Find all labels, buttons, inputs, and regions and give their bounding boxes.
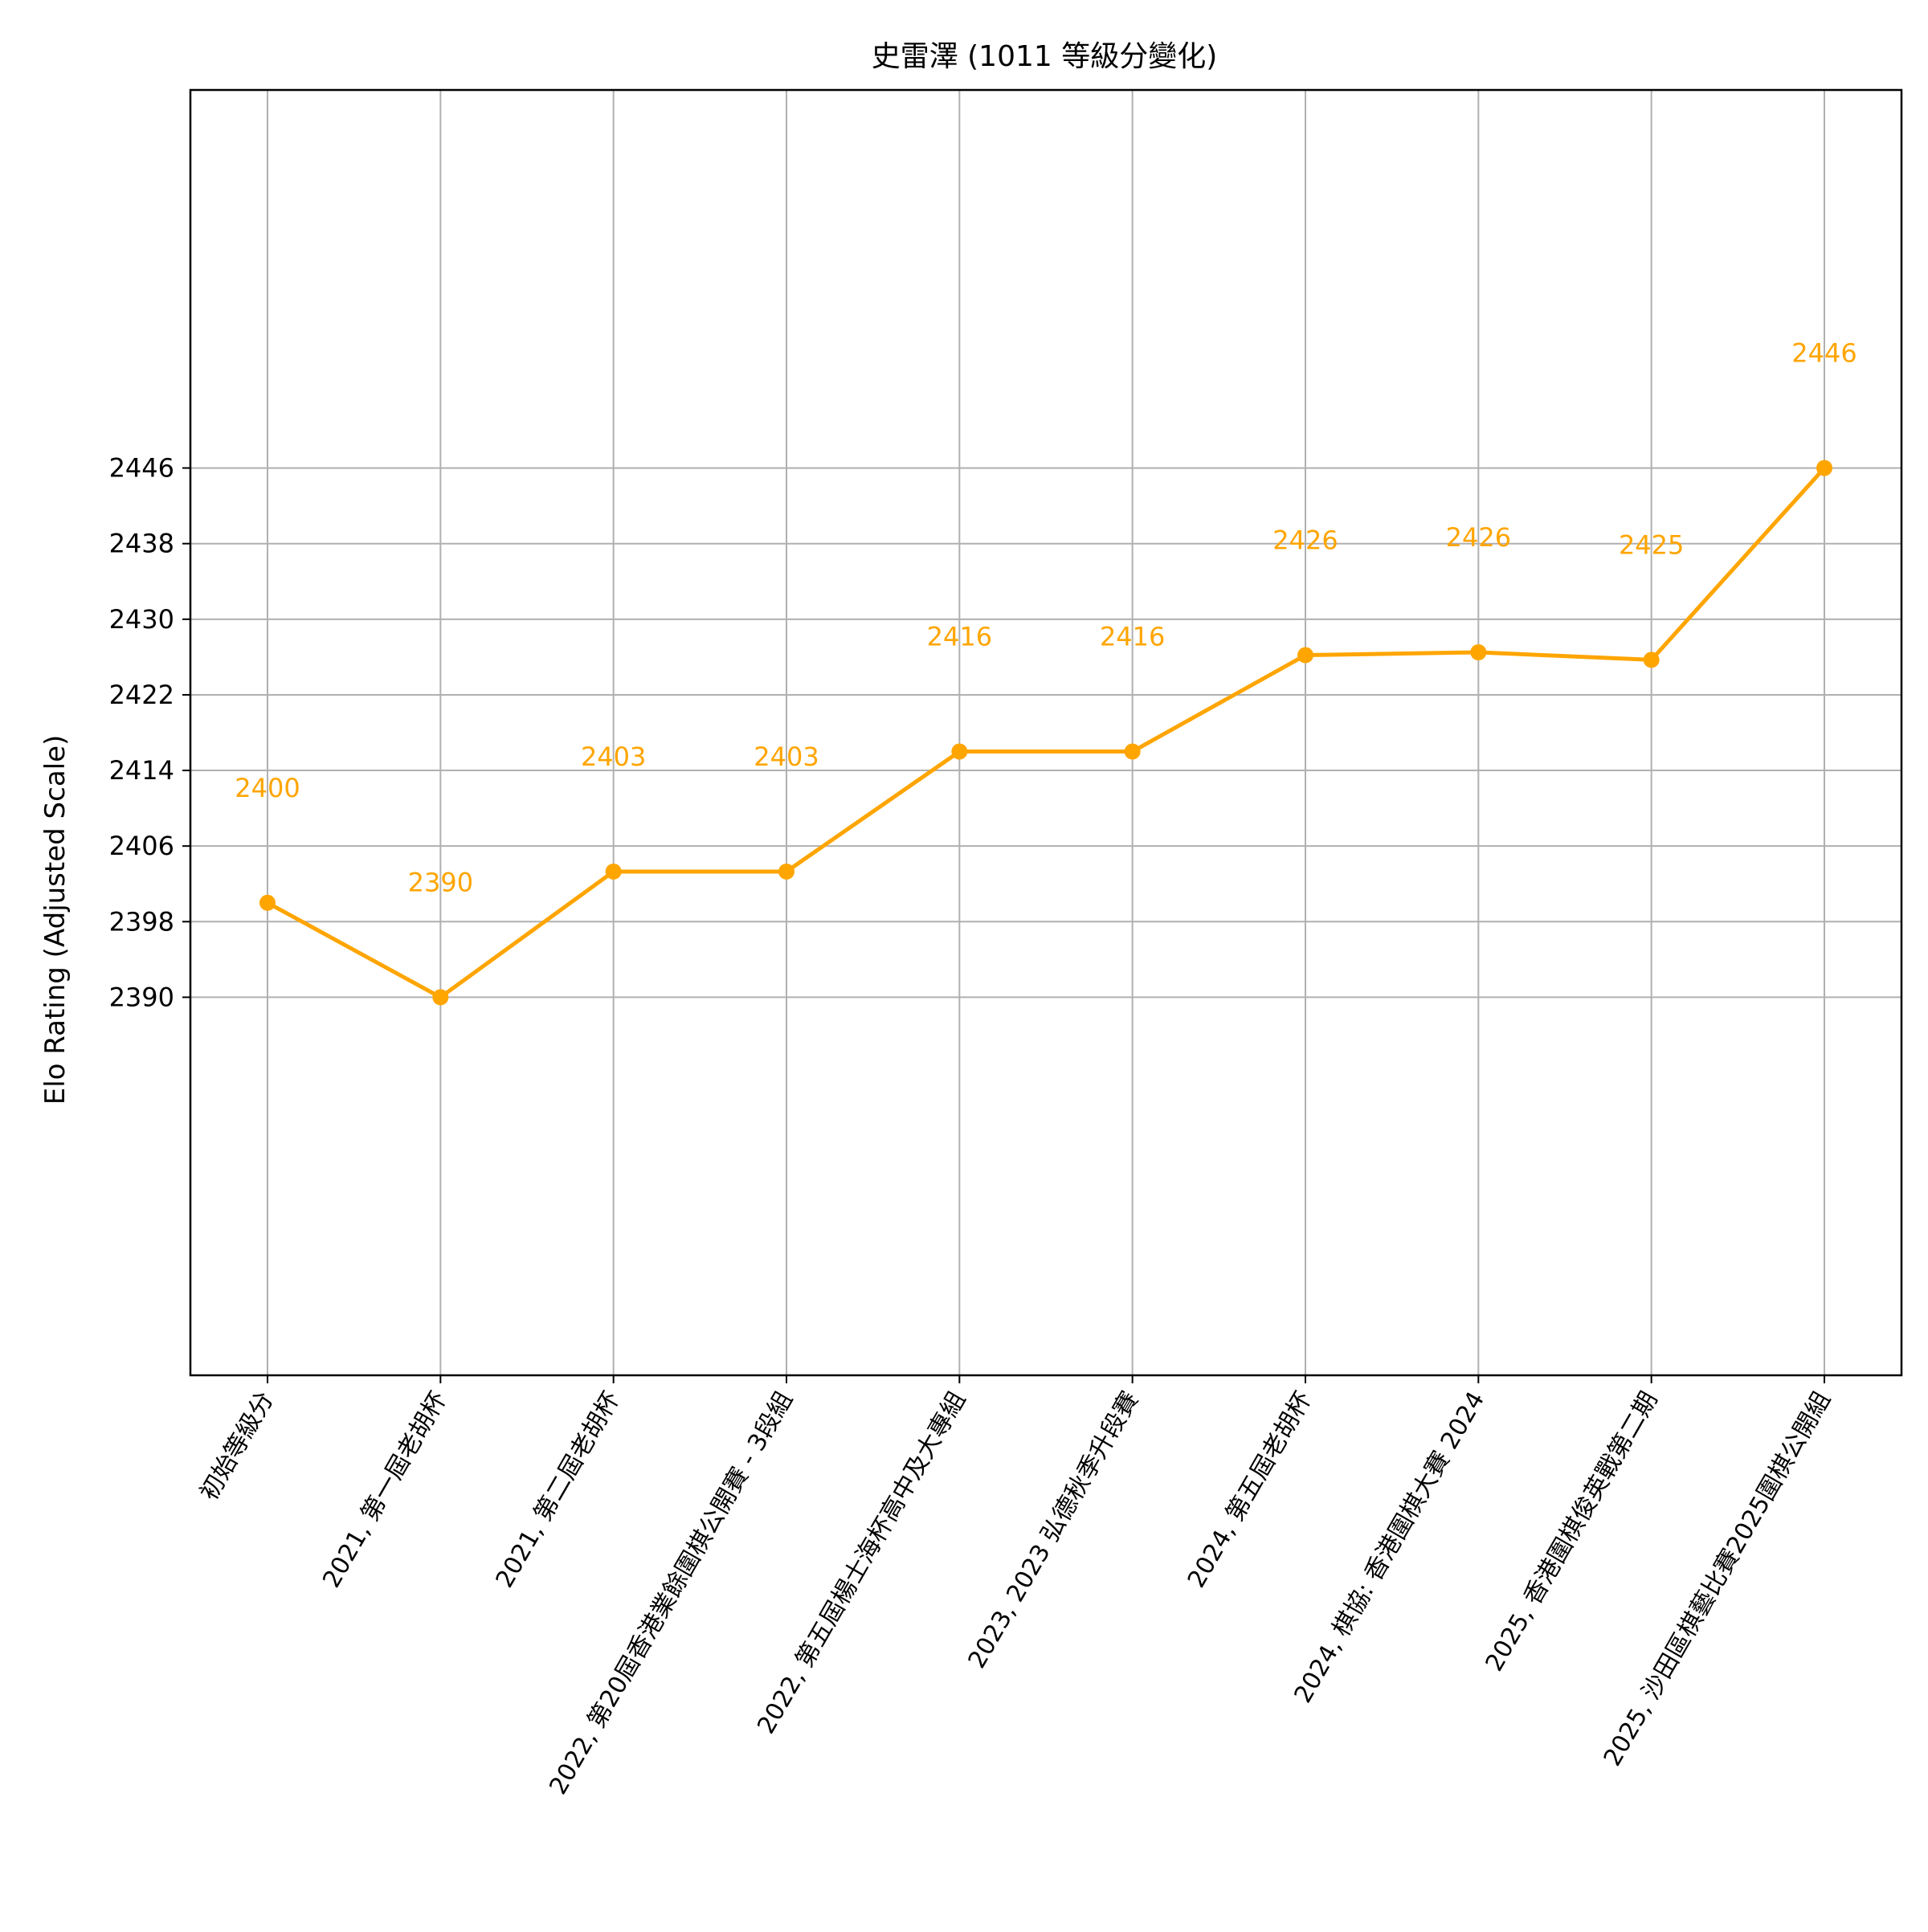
series-rating [259,460,1832,1006]
data-label: 2403 [754,741,819,772]
data-labels: 2400 2390 2403 2403 2416 2416 2426 2426 2425 2446 [235,338,1857,898]
data-point [605,863,622,880]
plot-frame [189,88,1903,1377]
data-point [1124,743,1141,760]
data-label: 2425 [1619,529,1684,560]
x-tick-label: 2025, 香港圍棋俊英戰第二期 [1481,1387,1664,1677]
data-point [1297,647,1313,664]
x-tick-label: 初始等級分 [195,1387,280,1505]
data-point [259,894,276,911]
x-tick-label: 2021, 第二屆老胡杯 [491,1387,626,1593]
y-tick-label: 2414 [109,755,174,786]
data-label: 2403 [581,741,646,772]
x-tick-label: 2024, 第五屆老胡杯 [1183,1387,1317,1593]
y-tick-label: 2438 [109,529,174,559]
data-point [432,989,449,1006]
y-tick-label: 2446 [109,453,174,484]
y-tick-label: 2398 [109,906,174,937]
x-tick-label: 2022, 第五屆楊士海杯高中及大專組 [752,1387,971,1739]
data-point [1816,460,1832,476]
y-tick-label: 2390 [109,982,174,1012]
data-label: 2426 [1446,522,1511,553]
x-tick-label: 2021, 第一屆老胡杯 [317,1387,452,1593]
y-tick-label: 2422 [109,680,174,710]
data-point [1643,651,1660,668]
data-point [951,743,968,760]
data-label: 2426 [1272,525,1338,556]
grid-lines [190,90,1901,1375]
data-label: 2416 [1100,622,1165,652]
data-point [1470,644,1487,660]
y-axis-label: Elo Rating (Adjusted Scale) [39,735,71,1105]
data-label: 2416 [927,622,992,652]
data-label: 2390 [408,867,473,897]
x-tick-label: 2024, 棋協: 香港圍棋大賽 2024 [1289,1387,1490,1708]
chart-title: 史雷澤 (1011 等級分變化) [872,40,1218,73]
data-point [778,863,794,880]
y-axis-ticks: 2390 2398 2406 2414 2422 2430 2438 2446 [109,453,190,1012]
series-line [266,466,1826,999]
y-tick-label: 2406 [109,831,174,861]
data-label: 2400 [235,773,300,803]
x-tick-label: 2023, 2023 弘德秋季升段賽 [963,1387,1145,1673]
data-label: 2446 [1791,338,1857,369]
y-tick-label: 2430 [109,604,174,635]
